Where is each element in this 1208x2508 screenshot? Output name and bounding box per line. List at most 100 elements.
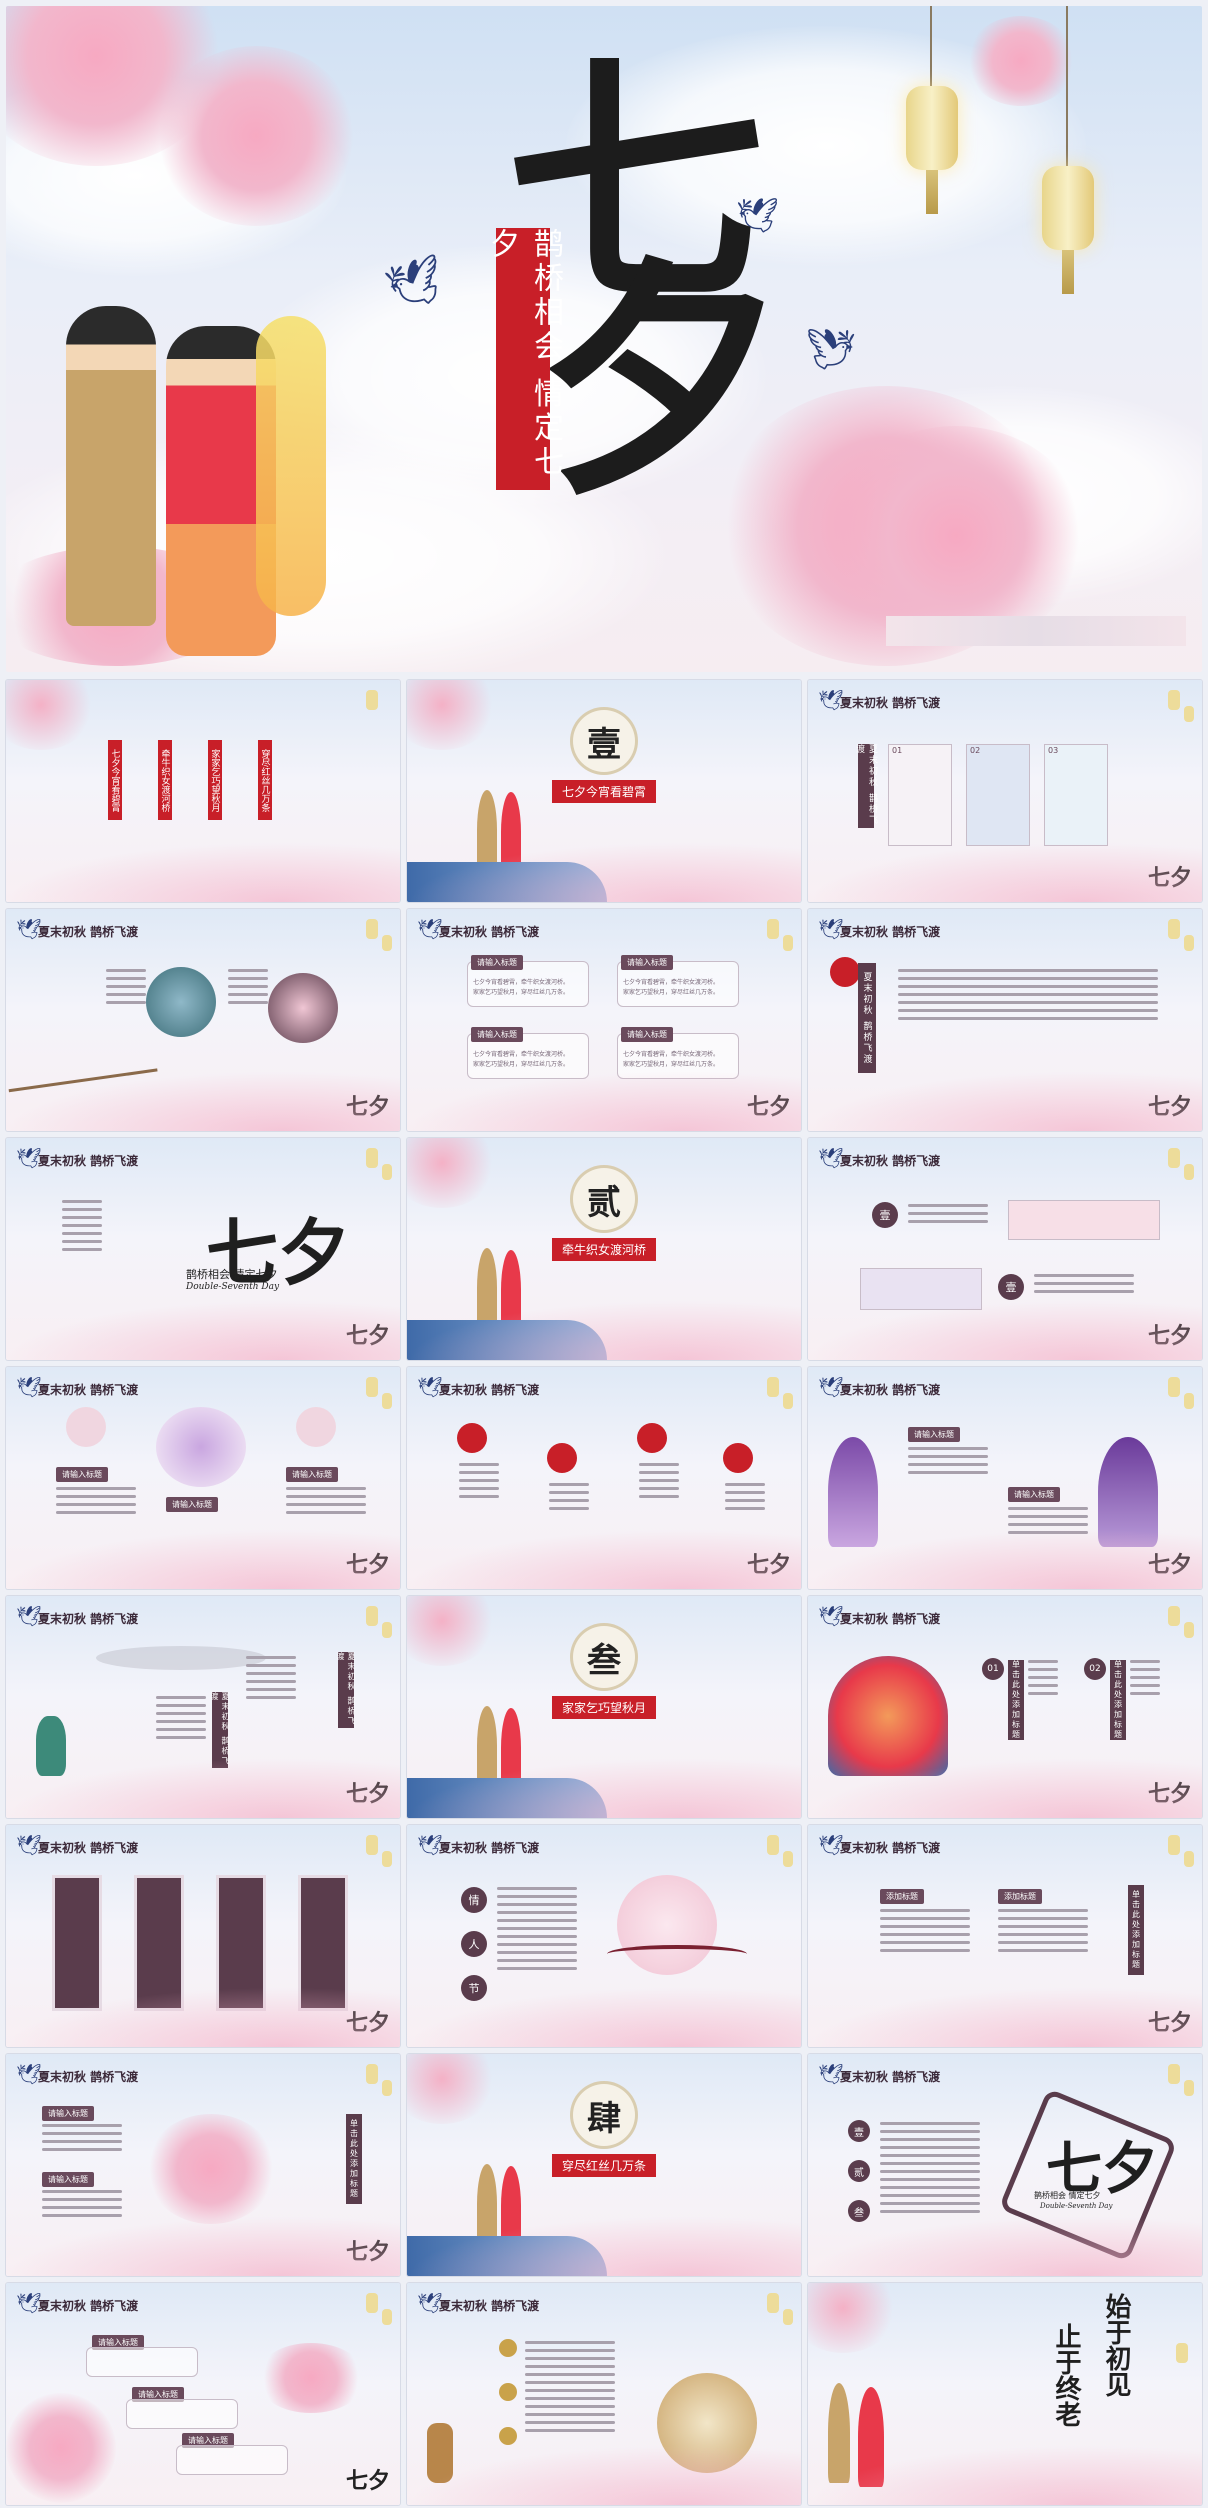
section-title: 七夕今宵看碧霄 — [551, 780, 657, 803]
image-card — [1044, 744, 1108, 846]
slide-thumbnail[interactable]: 🕊 夏末初秋 鹊桥飞渡 夏末初秋 鹊桥飞渡 01 02 03 七夕 — [808, 680, 1202, 902]
village-houses — [886, 616, 1186, 646]
box-text: 七夕今宵看碧霄，牵牛织女渡河桥。 — [473, 979, 570, 986]
magpie-icon: 🕊 — [818, 688, 844, 712]
vertical-title: 单击此处添加标题 — [1110, 1660, 1126, 1740]
blossom-footer — [6, 842, 400, 902]
scene-image — [1008, 1200, 1160, 1240]
slide-title: 鹊桥相会 情定七夕 — [186, 1268, 278, 1281]
slide-thumbnail[interactable]: 🕊 夏末初秋 鹊桥飞渡 请输入标题 请输入标题 七夕 — [808, 1367, 1202, 1589]
slide-header: 夏末初秋 鹊桥飞渡 — [38, 925, 139, 939]
slide-thumbnail[interactable]: 🕊 夏末初秋 鹊桥飞渡 七夕 — [6, 1825, 400, 2047]
text-block — [1130, 1660, 1160, 1700]
blossom — [407, 2054, 497, 2124]
slide-thumbnail[interactable]: 七夕今宵看碧霄 牵牛织女渡河桥 家家乞巧望秋月 穿尽红丝几万条 — [6, 680, 400, 902]
blossom-footer — [808, 1071, 1202, 1131]
slide-thumbnail[interactable]: 始于初见 止于终老 — [808, 2283, 1202, 2505]
slide-thumbnail[interactable]: 🕊 夏末初秋 鹊桥飞渡 请输入标题 请输入标题 请输入标题 七夕 — [6, 1367, 400, 1589]
text-block — [106, 969, 146, 1009]
slide-thumbnail[interactable]: 🕊 夏末初秋 鹊桥飞渡 壹 壹 七夕 — [808, 1138, 1202, 1360]
blossom — [808, 2283, 898, 2353]
slide-thumbnail[interactable]: 🕊 夏末初秋 鹊桥飞渡 请输入标题 请输入标题 请输入标题 七夕 — [6, 2283, 400, 2505]
slide-thumbnail[interactable]: 🕊 夏末初秋 鹊桥飞渡 情 人 节 — [407, 1825, 801, 2047]
blossom-footer — [808, 842, 1202, 902]
lantern-icon — [1184, 1851, 1194, 1867]
slide-thumbnail[interactable]: 🕊 夏末初秋 鹊桥飞渡 七夕 鹊桥相会 情定七夕 Double-Seventh … — [6, 1138, 400, 1360]
slide-thumbnail[interactable]: 贰 牵牛织女渡河桥 — [407, 1138, 801, 1360]
slide-header: 夏末初秋 鹊桥飞渡 — [439, 925, 540, 939]
poem-bar: 穿尽红丝几万条 — [258, 740, 272, 820]
blossom-footer — [407, 1987, 801, 2047]
slide-header: 夏末初秋 鹊桥飞渡 — [439, 1383, 540, 1397]
title-pill: 请输入标题 — [471, 955, 523, 970]
cover-slide[interactable]: 🕊 🕊 🕊 七 夕 鹊桥相会 情定七夕 — [6, 6, 1202, 672]
poem-bar: 家家乞巧望秋月 — [208, 740, 222, 820]
slide-thumbnail[interactable]: 肆 穿尽红丝几万条 — [407, 2054, 801, 2276]
slide-header: 夏末初秋 鹊桥飞渡 — [840, 696, 941, 710]
slide-thumbnail[interactable]: 🕊 夏末初秋 鹊桥飞渡 七夕 — [407, 1367, 801, 1589]
slide-thumbnail[interactable]: 🕊 夏末初秋 鹊桥飞渡 01 单击此处添加标题 02 单击此处添加标题 七夕 — [808, 1596, 1202, 1818]
lantern-icon — [783, 935, 793, 951]
cover-subtitle-banner: 鹊桥相会 情定七夕 — [484, 228, 563, 490]
slide-thumbnail[interactable]: 🕊 夏末初秋 鹊桥飞渡 壹 贰 叁 七夕 鹊桥相会 情定七夕 Double-Se… — [808, 2054, 1202, 2276]
blossom-footer — [407, 1071, 801, 1131]
vertical-title: 夏末初秋 鹊桥飞渡 — [854, 744, 877, 828]
slide-thumbnail[interactable]: 🕊 夏末初秋 鹊桥飞渡 — [407, 2283, 801, 2505]
slide-thumbnail[interactable]: 🕊 夏末初秋 鹊桥飞渡 夏末初秋 鹊桥飞渡 夏末初秋 鹊桥飞渡 七夕 — [6, 1596, 400, 1818]
section-number: 壹 — [573, 710, 635, 772]
magpie-icon: 🕊 — [806, 327, 857, 373]
slide-header: 夏末初秋 鹊桥飞渡 — [840, 1612, 941, 1626]
slide-thumbnail[interactable]: 叁 家家乞巧望秋月 — [407, 1596, 801, 1818]
slide-header: 夏末初秋 鹊桥飞渡 — [38, 1154, 139, 1168]
slide-thumbnail[interactable]: 🕊 夏末初秋 鹊桥飞渡 七夕 — [6, 909, 400, 1131]
text-block — [228, 969, 268, 1009]
number-badge: 壹 — [848, 2120, 870, 2142]
blossom-footer — [407, 2445, 801, 2505]
lantern-icon — [382, 2309, 392, 2325]
lantern-icon — [382, 1164, 392, 1180]
lantern-icon — [382, 1851, 392, 1867]
lantern-icon — [783, 2309, 793, 2325]
magpie-icon: 🕊 — [417, 917, 443, 941]
slide-thumbnail[interactable]: 🕊 夏末初秋 鹊桥飞渡 添加标题 添加标题 单击此处添加标题 七夕 — [808, 1825, 1202, 2047]
red-ribbon-art — [256, 2343, 366, 2413]
text-block — [1034, 1274, 1134, 1298]
magpie-icon: 🕊 — [16, 1375, 42, 1399]
title-pill: 请输入标题 — [471, 1027, 523, 1042]
dancing-couple — [156, 1407, 246, 1487]
slide-thumbnail[interactable]: 🕊 夏末初秋 鹊桥飞渡 请输入标题 请输入标题 请输入标题 请输入标题 七夕今宵… — [407, 909, 801, 1131]
slide-header: 夏末初秋 鹊桥飞渡 — [38, 1612, 139, 1626]
lantern-icon — [767, 919, 779, 939]
number-badge: 壹 — [998, 1274, 1024, 1300]
closing-poem-line: 止于终老 — [1051, 2323, 1081, 2427]
card-number: 01 — [892, 746, 903, 755]
text-block — [880, 2122, 980, 2218]
slide-thumbnail[interactable]: 🕊 夏末初秋 鹊桥飞渡 夏末初秋 鹊桥飞渡 七夕 — [808, 909, 1202, 1131]
box-text: 家家乞巧望秋月，穿尽红丝几万条。 — [473, 989, 570, 996]
title-pill: 请输入标题 — [166, 1497, 218, 1512]
vertical-title: 夏末初秋 鹊桥飞渡 — [210, 1692, 230, 1768]
lantern-icon — [1168, 2064, 1180, 2084]
image-card — [888, 744, 952, 846]
text-block — [56, 1487, 136, 1519]
magpie-icon: 🕊 — [818, 1833, 844, 1857]
lantern-icon — [1184, 1164, 1194, 1180]
magpie-icon: 🕊 — [16, 917, 42, 941]
text-block — [497, 1887, 577, 1975]
round-figure — [296, 1407, 336, 1447]
lantern-icon — [1168, 1606, 1180, 1626]
lantern-icon — [366, 1606, 378, 1626]
cowherd-figure — [66, 306, 156, 626]
title-pill: 添加标题 — [998, 1889, 1042, 1904]
fairy-figure — [828, 1437, 878, 1547]
blossom-footer — [808, 1758, 1202, 1818]
text-box — [176, 2445, 288, 2475]
vertical-title: 单击此处添加标题 — [346, 2114, 362, 2204]
slide-thumbnail[interactable]: 🕊 夏末初秋 鹊桥飞渡 请输入标题 请输入标题 单击此处添加标题 七夕 — [6, 2054, 400, 2276]
ribbon — [256, 316, 326, 616]
slide-thumbnail[interactable]: 壹 七夕今宵看碧霄 — [407, 680, 801, 902]
lantern-string — [1066, 6, 1068, 166]
red-fan-icon — [547, 1443, 577, 1473]
lantern-icon — [783, 1393, 793, 1409]
vertical-title: 夏末初秋 鹊桥飞渡 — [858, 963, 876, 1073]
